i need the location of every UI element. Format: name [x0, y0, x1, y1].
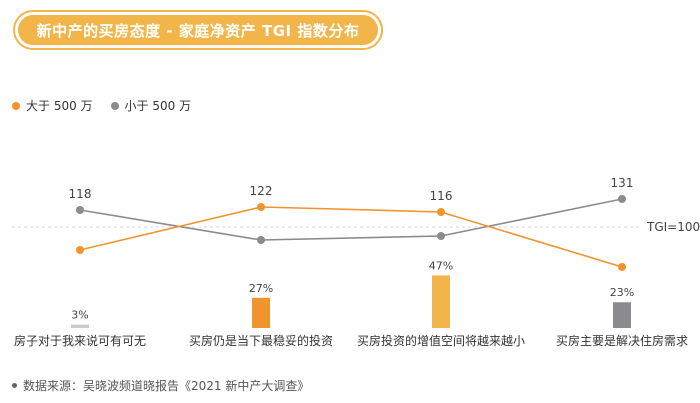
source-text: 数据来源：吴晓波频道晓报告《2021 新中产大调查》	[23, 379, 310, 393]
data-label-0-1: 122	[250, 184, 273, 198]
bar-label-3: 23%	[610, 286, 634, 299]
category-label-0: 房子对于我来说可有可无	[14, 333, 146, 348]
series-line-small	[79, 198, 623, 241]
data-label-0-2: 116	[430, 189, 453, 203]
bar-0	[71, 324, 89, 328]
point-small-0	[76, 206, 84, 214]
point-large-2	[437, 208, 445, 216]
data-label-1-3: 131	[611, 176, 634, 190]
point-large-0	[76, 246, 84, 254]
bar-3	[613, 302, 631, 328]
legend-label-small: 小于 500 万	[124, 99, 192, 113]
legend-item-large: 大于 500 万	[12, 97, 93, 114]
point-small-3	[618, 195, 626, 203]
bar-label-2: 47%	[429, 259, 453, 272]
legend: 大于 500 万 小于 500 万	[12, 97, 191, 114]
title-banner: 新中产的买房态度 - 家庭净资产 TGI 指数分布	[13, 10, 383, 50]
legend-label-large: 大于 500 万	[26, 99, 93, 113]
category-label-1: 买房仍是当下最稳妥的投资	[189, 333, 333, 348]
bar-1	[252, 297, 270, 328]
chart-title: 新中产的买房态度 - 家庭净资产 TGI 指数分布	[18, 15, 378, 45]
point-small-1	[257, 236, 265, 244]
series-line-large	[79, 206, 623, 268]
legend-orange-dot	[12, 101, 20, 110]
category-label-2: 买房投资的增值空间将越来越小	[357, 333, 525, 348]
source-bullet-icon	[12, 383, 17, 388]
bar-label-0: 3%	[71, 309, 88, 322]
category-label-3: 买房主要是解决住房需求	[556, 333, 688, 348]
point-large-3	[618, 263, 626, 271]
bar-2	[432, 275, 450, 328]
legend-item-small: 小于 500 万	[110, 97, 192, 114]
point-small-2	[437, 232, 445, 240]
tgi-reference-label: TGI=100	[646, 220, 700, 234]
point-large-1	[257, 203, 265, 211]
data-label-1-0: 118	[69, 187, 92, 201]
legend-gray-dot	[110, 101, 119, 110]
data-source: 数据来源：吴晓波频道晓报告《2021 新中产大调查》	[12, 377, 309, 394]
bar-label-1: 27%	[249, 282, 273, 295]
